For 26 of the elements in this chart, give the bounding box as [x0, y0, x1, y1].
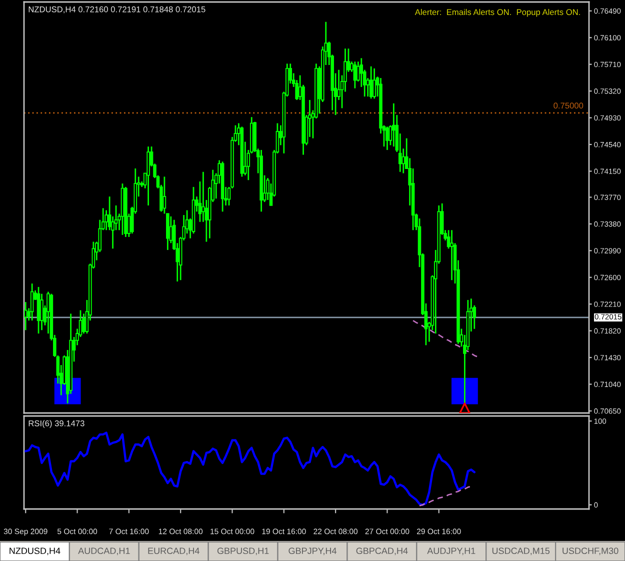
chart-title: NZDUSD,H4 0.72160 0.72191 0.71848 0.72015	[28, 6, 206, 14]
candlestick	[372, 68, 376, 100]
line-series	[418, 486, 472, 506]
text: AUDJPY,H1	[427, 548, 476, 556]
text: USDCAD,M15	[492, 548, 550, 556]
candlestick	[30, 282, 34, 322]
candlestick	[146, 146, 150, 206]
candlestick	[353, 60, 357, 90]
text: GBPCAD,H4	[356, 548, 408, 556]
text: GBPJPY,H4	[288, 548, 336, 556]
text: USDCHF,M30	[562, 548, 618, 556]
candlestick	[24, 301, 28, 331]
candlestick	[82, 312, 86, 334]
text: GBPUSD,H1	[217, 548, 269, 556]
ref-line-label: 0.75000	[554, 102, 584, 109]
text: AUDCAD,H1	[78, 548, 130, 556]
candlestick	[386, 126, 389, 151]
candlestick	[369, 66, 373, 100]
candlestick	[104, 210, 108, 231]
text: EURCAD,H4	[148, 548, 200, 556]
candlestick	[40, 293, 44, 331]
text: NZDUSD,H4	[10, 548, 60, 556]
chart-title: RSI(6) 39.1473	[28, 420, 84, 428]
annotation: Alerter: Emails Alerts ON. Popup Alerts ON.	[414, 8, 580, 17]
line-series	[24, 432, 476, 506]
candlestick	[450, 229, 454, 281]
